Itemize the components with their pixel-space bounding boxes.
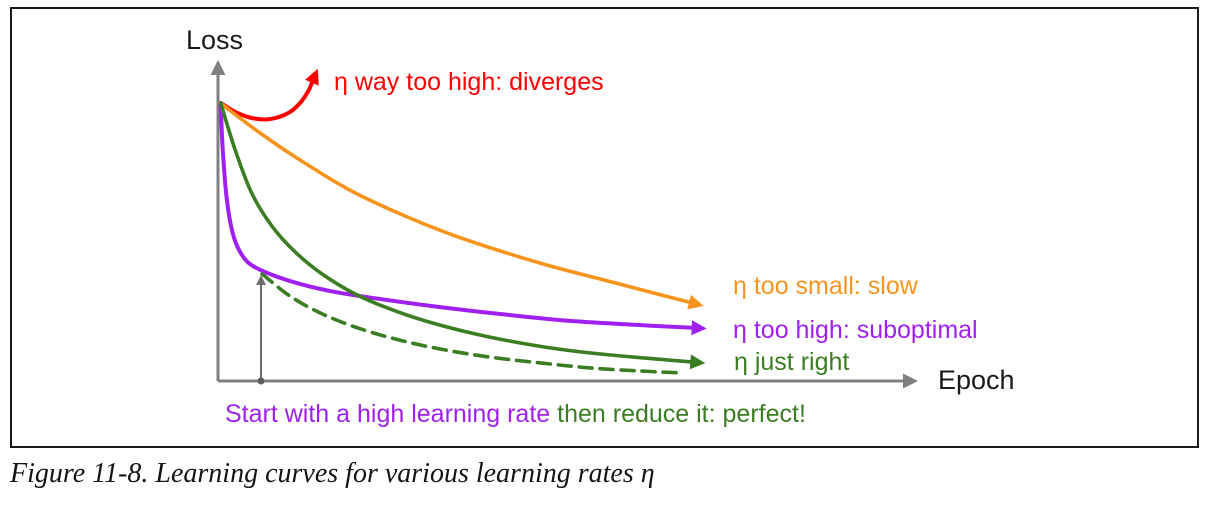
y-axis-label: Loss [186,25,244,55]
strategy-caption-purple-part: Start with a high learning rate [225,400,558,428]
x-axis-label: Epoch [938,365,1015,395]
figure-frame [10,7,1199,448]
strategy-caption: Start with a high learning rate then red… [225,401,806,427]
label-way-too-high-diverges: η way too high: diverges [334,68,604,96]
label-just-right: η just right [734,348,850,376]
label-too-small-slow: η too small: slow [733,272,918,300]
figure-caption: Figure 11-8. Learning curves for various… [10,458,655,489]
label-too-high-suboptimal: η too high: suboptimal [733,316,978,344]
strategy-caption-green-part: then reduce it: perfect! [557,400,806,428]
